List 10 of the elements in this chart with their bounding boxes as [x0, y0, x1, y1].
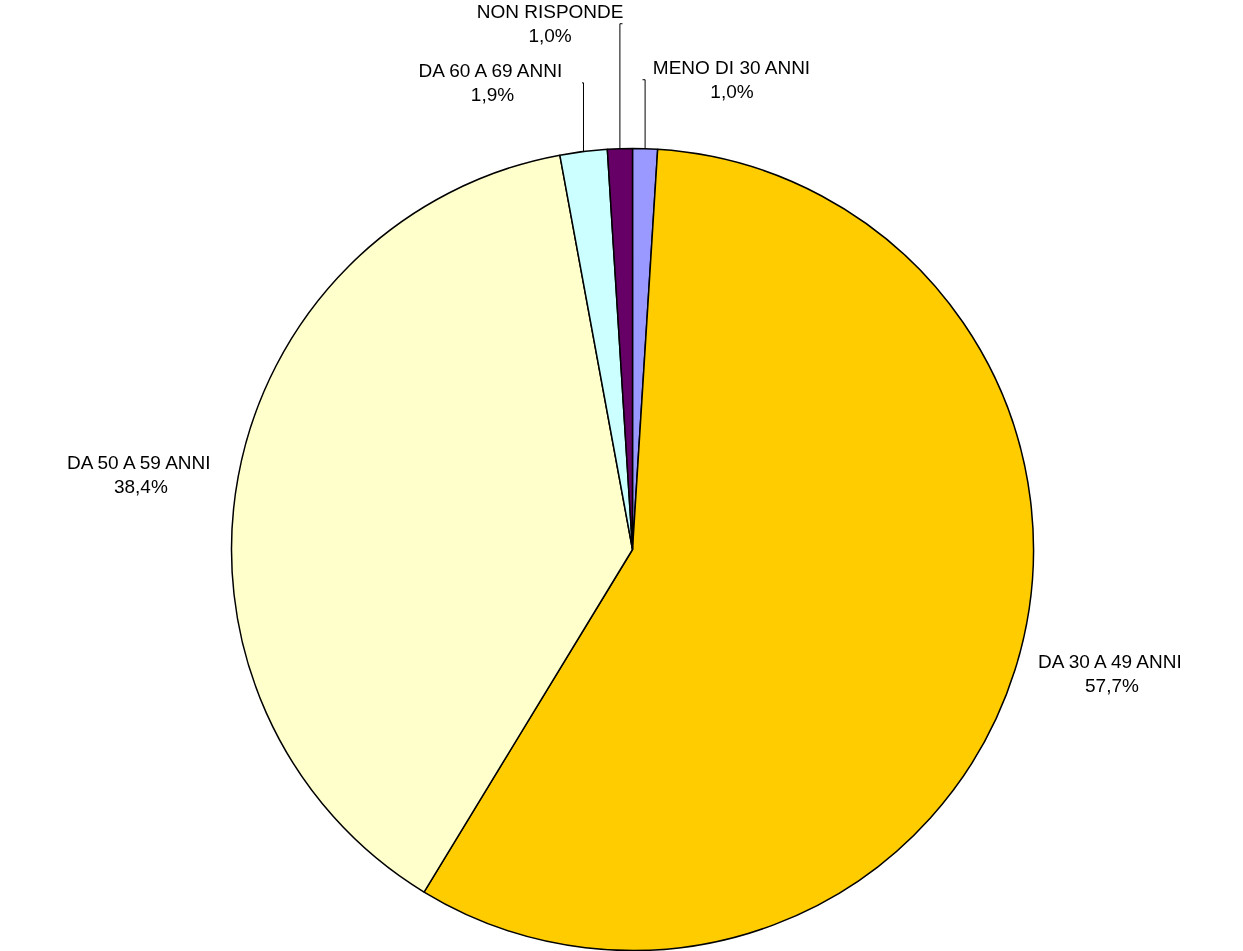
- slice-label: DA 30 A 49 ANNI: [1038, 650, 1182, 672]
- data-label: 1,0%: [528, 25, 572, 47]
- data-label: 1,9%: [470, 84, 515, 106]
- data-label: 38,4%: [113, 476, 168, 498]
- data-label: 1,0%: [710, 81, 754, 103]
- slice-label: NON RISPONDE: [476, 1, 624, 23]
- data-label: 57,7%: [1085, 674, 1140, 696]
- slice-label: DA 50 A 59 ANNI: [66, 452, 211, 474]
- slice-label: MENO DI 30 ANNI: [652, 57, 811, 79]
- slice-label: DA 60 A 69 ANNI: [418, 60, 563, 82]
